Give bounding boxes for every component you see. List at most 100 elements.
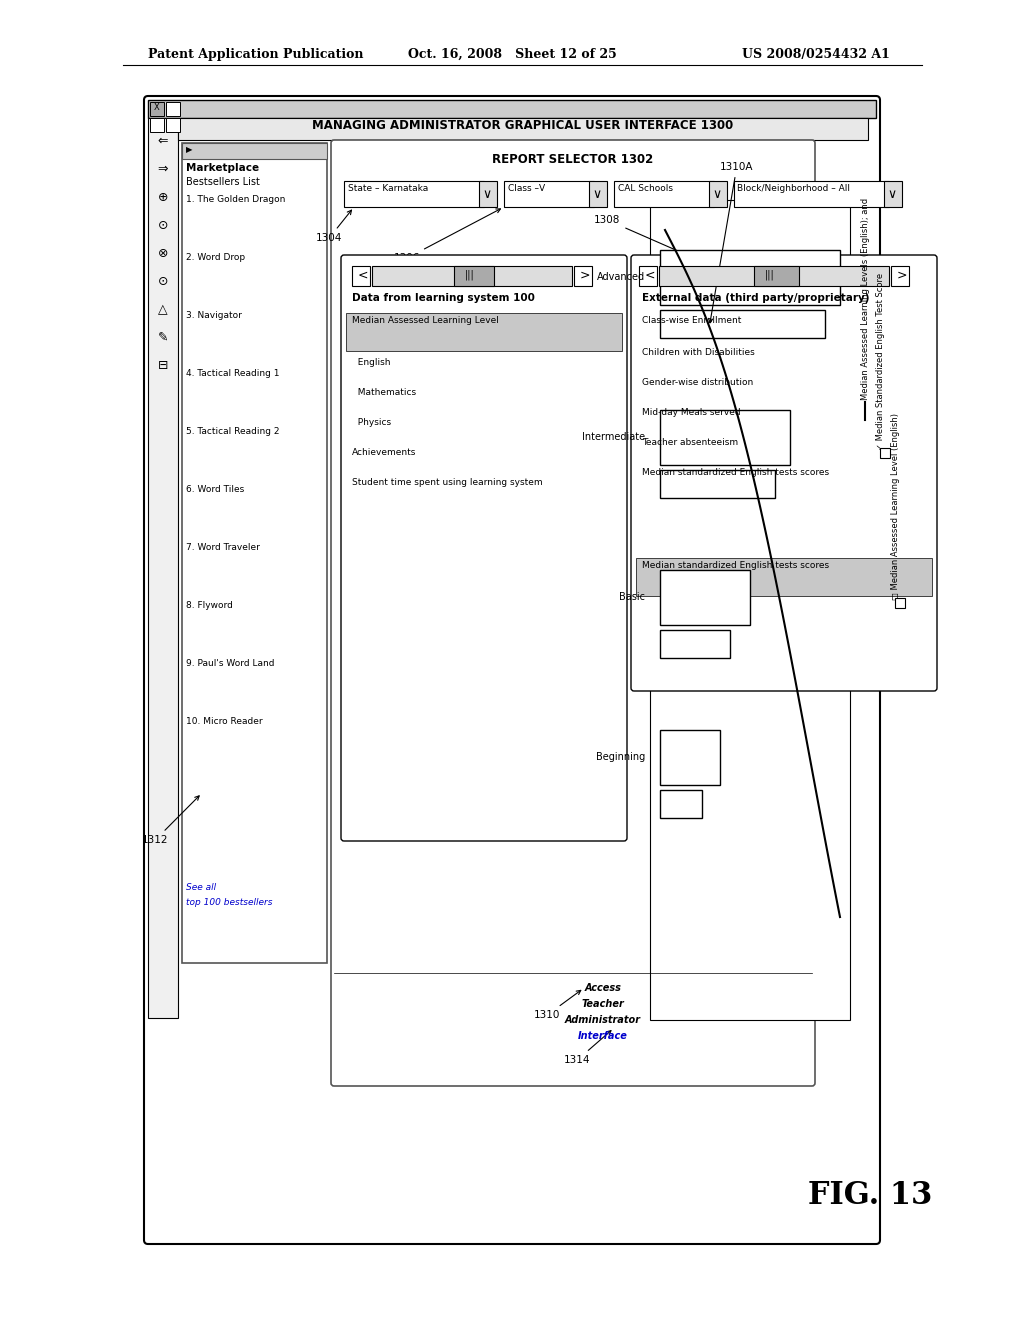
Bar: [639, 267, 657, 286]
Text: Teacher absenteeism: Teacher absenteeism: [642, 438, 738, 447]
Bar: [574, 267, 592, 286]
Text: FIG. 13: FIG. 13: [808, 1180, 932, 1210]
Text: Patent Application Publication: Patent Application Publication: [148, 48, 364, 61]
Text: |||: |||: [765, 269, 775, 280]
Text: Beginning: Beginning: [596, 752, 645, 763]
Bar: [454, 267, 494, 286]
Text: 1. The Golden Dragon: 1. The Golden Dragon: [186, 195, 286, 205]
Text: State – Karnataka: State – Karnataka: [348, 183, 428, 193]
Text: See all: See all: [186, 883, 216, 892]
Text: 1314: 1314: [564, 1031, 611, 1065]
Text: Class-wise Enrollment: Class-wise Enrollment: [642, 315, 741, 325]
Bar: [709, 181, 727, 207]
Bar: [660, 249, 840, 305]
Text: 10. Micro Reader: 10. Micro Reader: [186, 717, 262, 726]
Bar: [614, 181, 714, 207]
Bar: [589, 181, 607, 207]
Text: Administrator: Administrator: [565, 1015, 641, 1026]
Text: <: <: [358, 269, 369, 282]
Text: ∨: ∨: [482, 187, 492, 201]
Text: ⊟: ⊟: [158, 359, 168, 372]
Text: ⇒: ⇒: [158, 162, 168, 176]
Text: 3. Navigator: 3. Navigator: [186, 312, 242, 319]
Bar: [178, 117, 868, 140]
Text: Interface: Interface: [579, 1031, 628, 1041]
Bar: [636, 558, 932, 597]
Text: Median standardized English tests scores: Median standardized English tests scores: [642, 561, 829, 570]
Text: Intermediate: Intermediate: [582, 433, 645, 442]
Text: Oct. 16, 2008   Sheet 12 of 25: Oct. 16, 2008 Sheet 12 of 25: [408, 48, 616, 61]
Text: Access: Access: [585, 983, 622, 993]
Bar: [150, 117, 164, 132]
Text: ∨: ∨: [712, 187, 721, 201]
Text: 7. Word Traveler: 7. Word Traveler: [186, 543, 260, 552]
Bar: [659, 267, 889, 286]
Text: ✓ Median Standardized English Test Score: ✓ Median Standardized English Test Score: [876, 273, 885, 450]
Text: 1310: 1310: [534, 990, 581, 1020]
Text: Teacher: Teacher: [582, 999, 625, 1008]
Text: Median Assessed Learning Level: Median Assessed Learning Level: [352, 315, 499, 325]
Bar: [660, 310, 825, 338]
Text: ∨: ∨: [887, 187, 896, 201]
FancyBboxPatch shape: [631, 255, 937, 690]
Text: ⊙: ⊙: [158, 275, 168, 288]
Bar: [148, 100, 876, 117]
Bar: [895, 598, 905, 609]
Text: □ Median Assessed Learning Level (English): □ Median Assessed Learning Level (Englis…: [891, 413, 900, 601]
Text: Median Assessed Learning Levels (English); and: Median Assessed Learning Levels (English…: [861, 198, 870, 400]
Text: ⊗: ⊗: [158, 247, 168, 260]
Bar: [891, 267, 909, 286]
Bar: [734, 181, 889, 207]
Bar: [352, 267, 370, 286]
FancyBboxPatch shape: [341, 255, 627, 841]
Text: 4. Tactical Reading 1: 4. Tactical Reading 1: [186, 370, 280, 378]
Bar: [148, 117, 178, 1018]
Text: 1312: 1312: [142, 796, 199, 845]
Text: 1306: 1306: [394, 209, 501, 263]
Bar: [372, 267, 572, 286]
Bar: [660, 730, 720, 785]
Text: Advanced: Advanced: [597, 272, 645, 282]
Bar: [346, 313, 622, 351]
Text: 5. Tactical Reading 2: 5. Tactical Reading 2: [186, 426, 280, 436]
Bar: [660, 630, 730, 657]
Text: >: >: [580, 269, 591, 282]
Text: |||: |||: [465, 269, 475, 280]
Bar: [880, 447, 890, 458]
Text: 1304: 1304: [316, 210, 351, 243]
Text: External data (third party/proprietary): External data (third party/proprietary): [642, 293, 869, 304]
Text: 1308: 1308: [594, 215, 690, 256]
Bar: [660, 570, 750, 624]
Bar: [754, 267, 799, 286]
Text: 6. Word Tiles: 6. Word Tiles: [186, 484, 245, 494]
Bar: [650, 201, 850, 1020]
Bar: [504, 181, 594, 207]
Text: Mid-day Meals served: Mid-day Meals served: [642, 408, 740, 417]
Text: Block/Neighborhood – All: Block/Neighborhood – All: [737, 183, 850, 193]
Bar: [182, 143, 327, 158]
Text: ⊕: ⊕: [158, 191, 168, 205]
Text: >: >: [897, 269, 907, 282]
Text: CAL Schools: CAL Schools: [618, 183, 673, 193]
Bar: [166, 102, 180, 116]
Text: 2. Word Drop: 2. Word Drop: [186, 253, 245, 261]
Text: English: English: [352, 358, 390, 367]
Text: REPORT SELECTOR 1302: REPORT SELECTOR 1302: [493, 153, 653, 166]
Text: Data from learning system 100: Data from learning system 100: [352, 293, 535, 304]
Text: MANAGING ADMINISTRATOR GRAPHICAL USER INTERFACE 1300: MANAGING ADMINISTRATOR GRAPHICAL USER IN…: [312, 119, 733, 132]
Text: ⇐: ⇐: [158, 135, 168, 148]
Text: 8. Flyword: 8. Flyword: [186, 601, 232, 610]
Bar: [344, 181, 484, 207]
FancyBboxPatch shape: [331, 140, 815, 1086]
Text: Class –V: Class –V: [508, 183, 545, 193]
Bar: [150, 102, 164, 116]
Bar: [660, 789, 702, 818]
Text: ✎: ✎: [158, 331, 168, 345]
Text: Gender-wise distribution: Gender-wise distribution: [642, 378, 754, 387]
Text: Marketplace: Marketplace: [186, 162, 259, 173]
Text: ∨: ∨: [592, 187, 601, 201]
Text: X: X: [155, 103, 160, 112]
FancyBboxPatch shape: [144, 96, 880, 1243]
Bar: [166, 117, 180, 132]
Text: US 2008/0254432 A1: US 2008/0254432 A1: [742, 48, 890, 61]
